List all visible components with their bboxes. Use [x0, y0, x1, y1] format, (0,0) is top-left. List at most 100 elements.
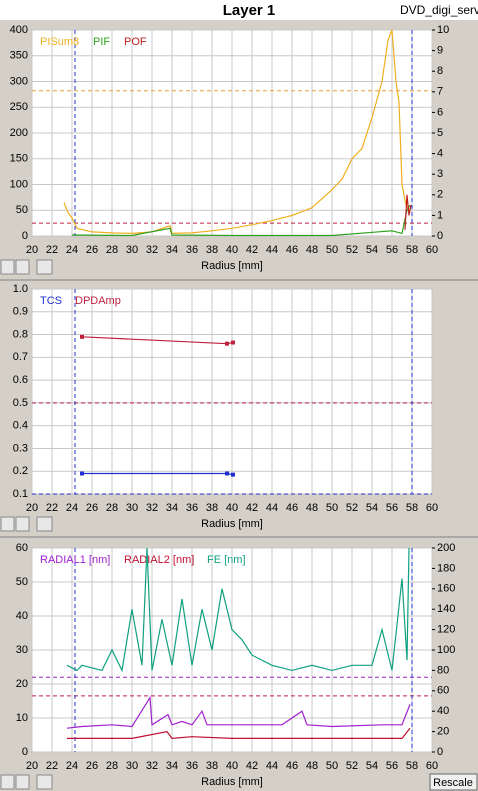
y-tick-label: 0.1	[13, 488, 28, 500]
x-axis-label: Radius [mm]	[201, 518, 263, 530]
zoom-button[interactable]	[0, 259, 15, 275]
x-tick-label: 52	[346, 244, 358, 256]
y-tick-label: 10	[16, 712, 28, 724]
add-button[interactable]	[15, 516, 30, 532]
legend-label: FE [nm]	[207, 554, 246, 566]
y2-tick-label: 0	[437, 230, 443, 242]
x-tick-label: 56	[386, 502, 398, 514]
x-tick-label: 44	[266, 244, 278, 256]
y-tick-label: 60	[16, 542, 28, 554]
legend-label: PIF	[93, 36, 110, 48]
x-tick-label: 20	[26, 244, 38, 256]
x-tick-label: 38	[206, 244, 218, 256]
y-tick-label: 40	[16, 610, 28, 622]
x-tick-label: 36	[186, 760, 198, 772]
y2-tick-label: 1	[437, 209, 443, 221]
y-tick-label: 100	[10, 178, 28, 190]
x-tick-label: 54	[366, 244, 378, 256]
x-tick-label: 58	[406, 502, 418, 514]
x-tick-label: 26	[86, 502, 98, 514]
point	[80, 334, 84, 339]
x-tick-label: 28	[106, 760, 118, 772]
x-tick-label: 60	[426, 244, 438, 256]
x-tick-label: 32	[146, 244, 158, 256]
x-tick-label: 22	[46, 502, 58, 514]
x-tick-label: 32	[146, 760, 158, 772]
y-tick-label: 350	[10, 50, 28, 62]
x-tick-label: 24	[66, 244, 78, 256]
y-tick-label: 150	[10, 153, 28, 165]
y-tick-label: 0.3	[13, 442, 28, 454]
x-tick-label: 60	[426, 760, 438, 772]
series-line	[66, 695, 411, 729]
x-tick-label: 24	[66, 502, 78, 514]
legend-label: PISum8	[40, 36, 79, 48]
series-line	[71, 204, 411, 237]
x-tick-label: 50	[326, 244, 338, 256]
legend-label: DPDAmp	[75, 295, 121, 307]
x-tick-label: 34	[166, 502, 178, 514]
y-tick-label: 0.7	[13, 351, 28, 363]
x-tick-label: 60	[426, 502, 438, 514]
y2-tick-label: 7	[437, 86, 443, 98]
rescale-label[interactable]: Rescale	[433, 777, 473, 789]
y2-tick-label: 4	[437, 148, 443, 160]
legend-label: TCS	[40, 295, 62, 307]
x-tick-label: 36	[186, 502, 198, 514]
y-tick-label: 50	[16, 576, 28, 588]
point	[231, 472, 235, 477]
y-tick-label: 50	[16, 204, 28, 216]
x-tick-label: 40	[226, 502, 238, 514]
rescale-button[interactable]	[429, 773, 478, 791]
pan-button[interactable]	[36, 516, 53, 532]
x-tick-label: 52	[346, 760, 358, 772]
x-tick-label: 54	[366, 760, 378, 772]
y2-tick-label: 180	[437, 562, 455, 574]
x-tick-label: 30	[126, 502, 138, 514]
x-tick-label: 52	[346, 502, 358, 514]
zoom-button[interactable]	[0, 774, 15, 790]
add-button[interactable]	[15, 259, 30, 275]
pan-button[interactable]	[36, 259, 53, 275]
legend-label: POF	[124, 36, 147, 48]
y-tick-label: 0.2	[13, 465, 28, 477]
subtitle: DVD_digi_serv	[400, 3, 478, 17]
series-line	[67, 727, 411, 740]
pan-button[interactable]	[36, 774, 53, 790]
x-tick-label: 22	[46, 244, 58, 256]
x-tick-label: 26	[86, 244, 98, 256]
point	[225, 341, 229, 346]
y2-tick-label: 5	[437, 127, 443, 139]
y2-tick-label: 20	[437, 726, 449, 738]
y2-tick-label: 0	[437, 746, 443, 758]
y2-tick-label: 100	[437, 644, 455, 656]
x-tick-label: 46	[286, 502, 298, 514]
x-tick-label: 26	[86, 760, 98, 772]
x-tick-label: 46	[286, 244, 298, 256]
x-tick-label: 38	[206, 760, 218, 772]
x-axis-label: Radius [mm]	[201, 776, 263, 788]
add-button[interactable]	[15, 774, 30, 790]
y-tick-label: 0.9	[13, 306, 28, 318]
x-tick-label: 20	[26, 760, 38, 772]
x-tick-label: 58	[406, 244, 418, 256]
zoom-button[interactable]	[0, 516, 15, 532]
y-tick-label: 200	[10, 127, 28, 139]
x-tick-label: 50	[326, 760, 338, 772]
y2-tick-label: 120	[437, 624, 455, 636]
y-tick-label: 0	[22, 230, 28, 242]
point	[80, 471, 84, 476]
y-tick-label: 0	[22, 746, 28, 758]
y-tick-label: 250	[10, 101, 28, 113]
title-bar	[0, 0, 478, 20]
y-tick-label: 0.8	[13, 328, 28, 340]
legend-label: RADIAL2 [nm]	[124, 554, 194, 566]
y-tick-label: 0.6	[13, 374, 28, 386]
x-tick-label: 28	[106, 244, 118, 256]
legend-label: RADIAL1 [nm]	[40, 554, 110, 566]
x-tick-label: 40	[226, 244, 238, 256]
y-tick-label: 400	[10, 24, 28, 36]
x-tick-label: 48	[306, 502, 318, 514]
